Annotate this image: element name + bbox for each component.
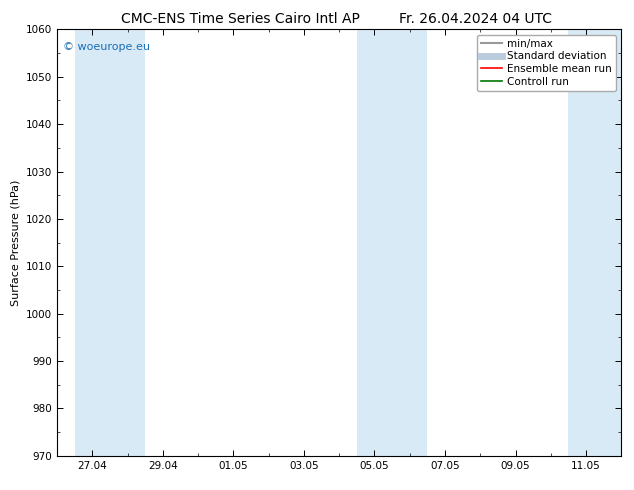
Bar xyxy=(75,29,145,456)
Text: Fr. 26.04.2024 04 UTC: Fr. 26.04.2024 04 UTC xyxy=(399,12,552,26)
Text: © woeurope.eu: © woeurope.eu xyxy=(63,42,150,52)
Y-axis label: Surface Pressure (hPa): Surface Pressure (hPa) xyxy=(10,179,20,306)
Text: CMC-ENS Time Series Cairo Intl AP: CMC-ENS Time Series Cairo Intl AP xyxy=(122,12,360,26)
Bar xyxy=(569,29,621,456)
Bar xyxy=(357,29,427,456)
Legend: min/max, Standard deviation, Ensemble mean run, Controll run: min/max, Standard deviation, Ensemble me… xyxy=(477,35,616,91)
